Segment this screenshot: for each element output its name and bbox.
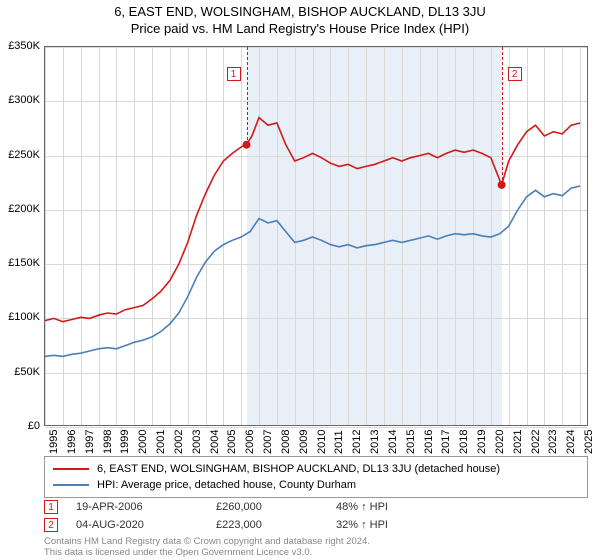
x-axis-label: 2007 [262,430,274,454]
y-axis-label: £100K [0,311,40,323]
legend-swatch [53,484,89,486]
x-axis-label: 1996 [66,430,78,454]
y-axis-label: £50K [0,366,40,378]
x-axis-label: 1999 [119,430,131,454]
x-axis-label: 2004 [209,430,221,454]
x-axis-label: 2017 [440,430,452,454]
x-axis-label: 2018 [458,430,470,454]
legend-item-hpi: HPI: Average price, detached house, Coun… [53,477,579,493]
x-axis-label: 2011 [333,430,345,454]
sale-marker-box: 2 [508,67,522,81]
sales-table: 1 19-APR-2006 £260,000 48% ↑ HPI 2 04-AU… [44,498,588,534]
x-axis-label: 2019 [476,430,488,454]
x-axis-label: 2006 [244,430,256,454]
x-axis-label: 2003 [191,430,203,454]
sale-date: 04-AUG-2020 [76,519,216,531]
title-subtitle: Price paid vs. HM Land Registry's House … [0,21,600,36]
title-address: 6, EAST END, WOLSINGHAM, BISHOP AUCKLAND… [0,4,600,19]
sale-date: 19-APR-2006 [76,501,216,513]
x-axis-label: 1995 [48,430,60,454]
x-axis-label: 2013 [369,430,381,454]
x-axis-label: 2002 [173,430,185,454]
footer: Contains HM Land Registry data © Crown c… [44,536,370,559]
x-axis-label: 2001 [155,430,167,454]
x-axis-label: 2022 [530,430,542,454]
x-axis-label: 1997 [84,430,96,454]
legend-label: 6, EAST END, WOLSINGHAM, BISHOP AUCKLAND… [97,463,500,475]
y-axis-label: £350K [0,40,40,52]
sale-marker-box: 2 [44,518,58,532]
footer-line2: This data is licensed under the Open Gov… [44,547,370,558]
y-axis-label: £250K [0,149,40,161]
sale-marker-line [247,47,248,145]
sale-pct: 48% ↑ HPI [336,501,436,513]
title-block: 6, EAST END, WOLSINGHAM, BISHOP AUCKLAND… [0,0,600,38]
x-axis-label: 2000 [137,430,149,454]
x-axis-label: 2014 [387,430,399,454]
sale-price: £260,000 [216,501,336,513]
gridline-h [45,427,587,428]
x-axis-label: 2008 [280,430,292,454]
sale-row: 2 04-AUG-2020 £223,000 32% ↑ HPI [44,516,588,534]
sale-row: 1 19-APR-2006 £260,000 48% ↑ HPI [44,498,588,516]
series-hpi [45,186,580,356]
x-axis-label: 2023 [547,430,559,454]
x-axis-label: 2015 [405,430,417,454]
chart-svg [45,47,587,425]
x-axis-label: 2005 [226,430,238,454]
x-axis-label: 2010 [316,430,328,454]
footer-line1: Contains HM Land Registry data © Crown c… [44,536,370,547]
y-axis-label: £0 [0,420,40,432]
x-axis-label: 2012 [351,430,363,454]
x-axis-label: 1998 [102,430,114,454]
sale-marker-box: 1 [44,500,58,514]
x-axis-label: 2021 [512,430,524,454]
chart-container: 6, EAST END, WOLSINGHAM, BISHOP AUCKLAND… [0,0,600,560]
legend-swatch [53,468,89,470]
y-axis-label: £200K [0,203,40,215]
y-axis-label: £300K [0,94,40,106]
y-axis-label: £150K [0,257,40,269]
x-axis-label: 2009 [298,430,310,454]
series-property [45,118,580,322]
legend-item-property: 6, EAST END, WOLSINGHAM, BISHOP AUCKLAND… [53,461,579,477]
sale-marker-line [502,47,503,185]
x-axis-label: 2016 [423,430,435,454]
chart-plot-area: 12 [44,46,588,426]
legend-label: HPI: Average price, detached house, Coun… [97,479,356,491]
sale-price: £223,000 [216,519,336,531]
x-axis-label: 2025 [583,430,595,454]
x-axis-label: 2020 [494,430,506,454]
legend: 6, EAST END, WOLSINGHAM, BISHOP AUCKLAND… [44,456,588,498]
sale-pct: 32% ↑ HPI [336,519,436,531]
x-axis-label: 2024 [565,430,577,454]
sale-marker-box: 1 [227,67,241,81]
